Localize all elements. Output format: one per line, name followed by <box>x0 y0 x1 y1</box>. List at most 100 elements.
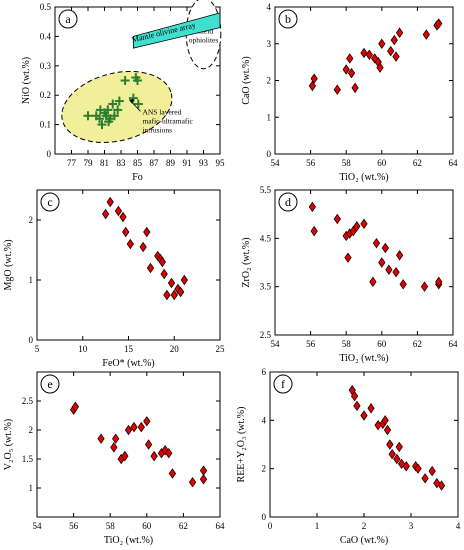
data-point <box>133 76 142 85</box>
x-tick-label: 3 <box>409 521 414 531</box>
x-tick-label: 20 <box>170 344 180 354</box>
data-point <box>402 461 410 472</box>
data-point <box>161 445 169 456</box>
y-tick-label: 0.2 <box>40 90 51 100</box>
data-point <box>395 250 404 261</box>
data-point <box>395 441 403 453</box>
data-point <box>109 111 119 121</box>
plot-frame <box>269 371 459 518</box>
data-point <box>383 424 392 436</box>
x-tick-label: 4 <box>456 521 461 531</box>
plot-frame <box>36 371 221 518</box>
data-point <box>347 67 356 79</box>
data-point <box>392 51 400 62</box>
x-tick-label: 91 <box>183 158 192 168</box>
data-point <box>360 218 368 230</box>
panel-label: d <box>285 195 291 209</box>
ans-field-label: mafic-ultramafic <box>142 116 193 125</box>
data-point <box>167 277 176 289</box>
data-point <box>435 276 443 288</box>
arabian-field-label: ophiolites <box>189 35 219 44</box>
x-tick-label: 2 <box>362 521 367 531</box>
panel-label: e <box>47 377 52 391</box>
y-axis-label: ZrO₂ (wt.%) <box>241 237 252 287</box>
y-axis-label: MgO (wt.%) <box>3 239 14 290</box>
y-tick-label: 0 <box>262 512 267 522</box>
data-point <box>128 93 138 103</box>
data-point <box>106 196 114 208</box>
y-tick-label: 2 <box>267 76 272 86</box>
data-point <box>112 433 120 444</box>
data-point <box>139 241 147 253</box>
x-tick-label: 81 <box>100 158 109 168</box>
y-tick-label: 0 <box>29 335 34 345</box>
data-point <box>376 62 384 73</box>
ans-field-label: intrusions <box>142 125 172 134</box>
data-point <box>121 450 129 462</box>
data-point <box>126 238 134 250</box>
x-tick-label: 58 <box>342 339 352 349</box>
data-point <box>188 476 197 488</box>
panel-label: f <box>281 377 285 391</box>
data-point <box>344 252 352 263</box>
x-tick-label: 64 <box>449 158 459 168</box>
panel-b: 54 56 58 60 62 64 0 1 2 3 4 TiO₂ (wt.%) CaO (wt.%) b <box>241 2 458 183</box>
y-tick-label: 1 <box>29 483 34 493</box>
data-point <box>103 105 113 115</box>
data-point <box>422 29 430 40</box>
x-tick-label: 62 <box>179 521 188 531</box>
y-tick-label: 0.3 <box>40 61 52 71</box>
ans-arrow-head <box>129 99 135 104</box>
plot-frame <box>36 189 221 341</box>
x-tick-label: 15 <box>124 344 134 354</box>
y-tick-label: 2 <box>29 425 34 435</box>
data-point <box>145 439 153 450</box>
y-tick-label: 3 <box>267 39 272 49</box>
panel-f: 0 1 2 3 4 0 2 4 6 CaO (wt.%) REE+Y₂O₃ (wt.%) f <box>236 367 461 546</box>
x-tick-label: 54 <box>271 158 281 168</box>
x-tick-label: 62 <box>413 158 422 168</box>
y-tick-label: 0 <box>267 149 272 159</box>
data-point <box>130 421 138 433</box>
panel-a: 77 79 81 83 85 87 89 91 93 95 0 0.1 0.2 0.3 0.4 0.5 Fo Ni… <box>21 0 225 183</box>
y-tick-label: 2.5 <box>260 330 272 340</box>
y-tick-label: 2 <box>262 464 267 474</box>
x-tick-label: 64 <box>216 521 226 531</box>
x-tick-label: 10 <box>78 344 88 354</box>
x-tick-label: 89 <box>166 158 176 168</box>
panel-e: 54 56 58 60 62 64 1 1.5 2 2.5 TiO₂ (wt.%) V₂O₅ (wt.… <box>3 371 226 546</box>
y-tick-label: 6 <box>262 367 267 377</box>
x-tick-label: 0 <box>268 521 273 531</box>
x-axis-label: FeO* (wt.%) <box>102 358 154 369</box>
panel-label-badge <box>58 9 78 29</box>
data-point <box>160 268 168 280</box>
olivine-array-band <box>132 12 221 49</box>
data-point <box>101 208 110 220</box>
x-axis-label: TiO₂ (wt.%) <box>339 172 388 183</box>
x-tick-label: 56 <box>306 339 316 349</box>
panel-label-badge <box>278 192 298 212</box>
y-tick-label: 0.5 <box>40 2 52 12</box>
y-tick-label: 0.1 <box>40 120 51 130</box>
y-tick-label: 4 <box>262 415 267 425</box>
data-point <box>353 221 361 232</box>
data-point <box>393 453 401 465</box>
data-point <box>369 276 377 288</box>
data-point <box>372 237 381 249</box>
x-axis-label: Fo <box>132 172 143 183</box>
x-tick-label: 60 <box>377 158 387 168</box>
data-point <box>360 410 368 421</box>
panel-label-badge <box>40 192 60 212</box>
plot-frame <box>274 189 454 336</box>
data-point <box>308 80 317 92</box>
data-point <box>119 211 127 223</box>
data-point <box>386 439 394 450</box>
plot-frame <box>274 6 454 155</box>
x-tick-label: 83 <box>117 158 127 168</box>
y-tick-label: 5.5 <box>260 185 272 195</box>
data-point <box>381 415 389 426</box>
data-point <box>143 416 151 427</box>
x-tick-label: 58 <box>342 158 352 168</box>
x-axis-label: TiO₂ (wt.%) <box>339 353 388 364</box>
y-axis-label: REE+Y₂O₃ (wt.%) <box>236 407 247 483</box>
